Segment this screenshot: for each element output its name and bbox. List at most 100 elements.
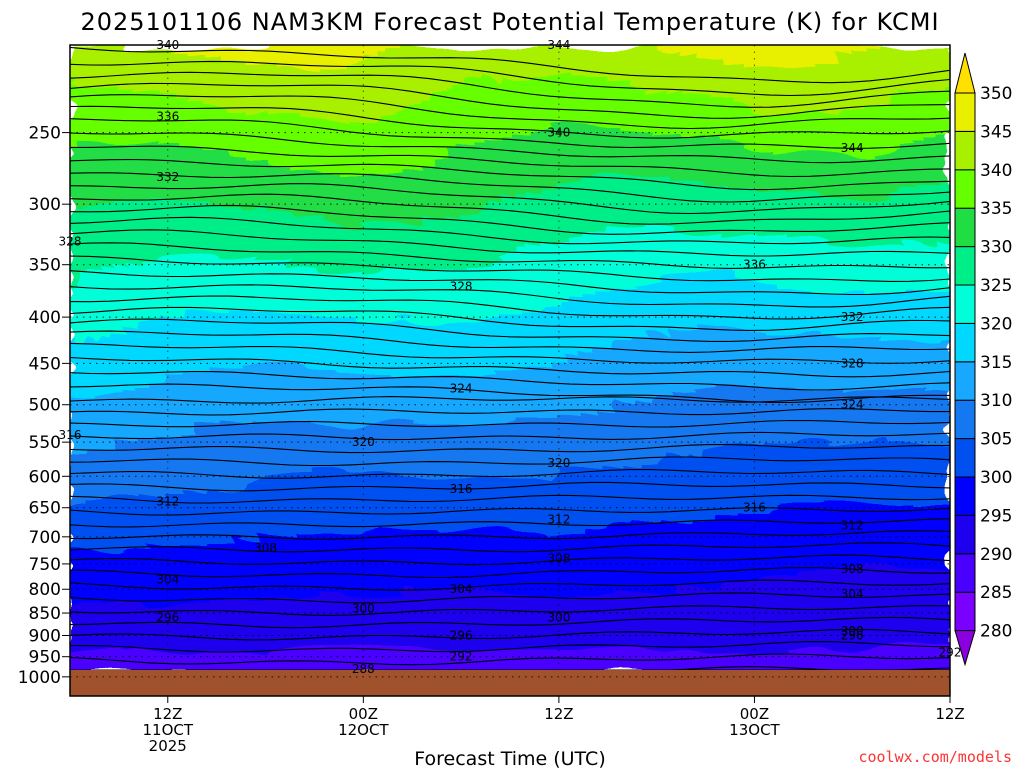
svg-text:316: 316	[450, 482, 473, 496]
contour-label: 324	[450, 382, 473, 396]
y-tick-label: 450	[29, 354, 61, 374]
contour-line	[70, 653, 950, 666]
colorbar-swatch	[954, 553, 976, 593]
x-tick-label: 00Z	[349, 705, 378, 723]
contour-line	[70, 628, 950, 641]
contour-line	[70, 132, 950, 164]
contour-line	[70, 342, 950, 364]
colorbar-tick-label: 320	[980, 314, 1012, 334]
colorbar-swatch	[954, 207, 976, 248]
contour-label: 332	[841, 310, 864, 324]
colorbar-swatch	[954, 514, 976, 555]
y-tick-label: 600	[29, 467, 61, 487]
y-tick-label: 800	[29, 580, 61, 600]
contour-line	[70, 183, 950, 215]
svg-text:336: 336	[743, 258, 766, 272]
contour-line	[70, 481, 950, 492]
contour-label: 300	[352, 601, 375, 615]
colorbar-swatch	[954, 438, 976, 478]
contour-line	[70, 318, 950, 342]
colorbar-tick-label: 290	[980, 545, 1012, 565]
contour-label: 304	[841, 587, 864, 601]
contour-line	[70, 666, 950, 670]
svg-text:324: 324	[841, 398, 864, 412]
x-tick-label: 00Z	[740, 705, 769, 723]
contour-label: 296	[841, 628, 864, 642]
y-tick-label: 850	[29, 604, 61, 624]
contour-line	[70, 229, 950, 257]
contour-line	[70, 530, 950, 540]
colorbar-tick-label: 305	[980, 430, 1012, 450]
contour-line	[70, 172, 950, 203]
contour-line	[70, 216, 950, 245]
contour-line	[70, 193, 950, 225]
contour-line	[70, 295, 950, 320]
contour-line	[70, 566, 950, 579]
svg-text:300: 300	[547, 611, 570, 625]
x-tick-label: 12Z	[153, 705, 182, 723]
contour-line	[70, 242, 950, 269]
ground-surface	[70, 670, 950, 696]
contour-line	[70, 94, 950, 130]
svg-text:308: 308	[547, 552, 570, 566]
contour-line	[70, 71, 950, 108]
svg-text:304: 304	[450, 582, 473, 596]
contour-label: 320	[547, 456, 570, 470]
contour-line	[70, 408, 950, 416]
colorbar-swatch	[954, 92, 976, 132]
svg-text:312: 312	[841, 518, 864, 532]
svg-text:304: 304	[156, 572, 179, 586]
contour-label: 300	[547, 611, 570, 625]
y-tick-label: 250	[29, 124, 61, 144]
colorbar-top-arrow	[954, 52, 976, 94]
svg-text:296: 296	[841, 628, 864, 642]
svg-text:292: 292	[450, 650, 473, 664]
svg-text:296: 296	[450, 628, 473, 642]
colorbar-tick-label: 315	[980, 353, 1012, 373]
svg-text:304: 304	[841, 587, 864, 601]
svg-text:336: 336	[156, 110, 179, 124]
svg-text:324: 324	[450, 382, 473, 396]
y-tick-label: 950	[29, 648, 61, 668]
colorbar-tick-label: 280	[980, 622, 1012, 642]
contour-line	[70, 579, 950, 591]
contour-line	[70, 469, 950, 479]
svg-text:332: 332	[841, 310, 864, 324]
svg-text:328: 328	[841, 356, 864, 370]
svg-text:296: 296	[156, 611, 179, 625]
contour-label: 288	[352, 662, 375, 676]
colorbar-bottom-arrow	[954, 630, 976, 667]
x-tick-label: 12Z	[544, 705, 573, 723]
contour-line	[70, 518, 950, 528]
contour-line	[70, 396, 950, 404]
contour-label: 300	[841, 624, 864, 638]
y-tick-label: 300	[29, 195, 61, 215]
svg-text:308: 308	[841, 562, 864, 576]
contour-labels: 340 3443363323283403443363283323283243243…	[59, 38, 962, 676]
contour-label: 308	[841, 562, 864, 576]
svg-text:288: 288	[352, 662, 375, 676]
contour-label: 328	[841, 356, 864, 370]
contour-label: 312	[156, 495, 179, 509]
contour-label: 320	[352, 435, 375, 449]
colorbar-swatch	[954, 169, 976, 209]
svg-text:328: 328	[450, 280, 473, 294]
contour-label: 304	[156, 572, 179, 586]
svg-text:320: 320	[352, 435, 375, 449]
contour-line	[70, 284, 950, 308]
contour-line	[70, 641, 950, 653]
y-tick-label: 400	[29, 308, 61, 328]
colorbar-tick-label: 325	[980, 276, 1012, 296]
svg-text:300: 300	[841, 624, 864, 638]
contour-label: 340	[547, 126, 570, 140]
colorbar-tick-label: 330	[980, 238, 1012, 258]
contour-label: 296	[450, 628, 473, 642]
colorbar-swatch	[954, 476, 976, 516]
contour-label: 312	[547, 513, 570, 527]
contour-label: 304	[450, 582, 473, 596]
contour-line	[70, 371, 950, 391]
colorbar-tick-label: 295	[980, 506, 1012, 526]
x-tick-label: 12Z	[935, 705, 964, 723]
contour-label: 324	[841, 398, 864, 412]
